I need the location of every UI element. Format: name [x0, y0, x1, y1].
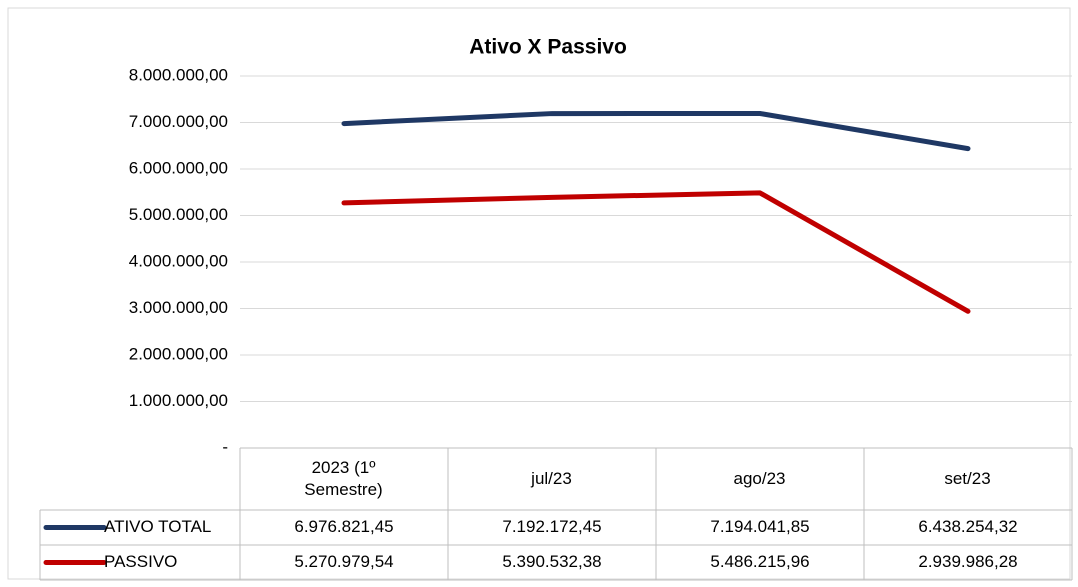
table-value: 5.390.532,38 [502, 552, 601, 571]
legend-label: PASSIVO [104, 552, 177, 571]
y-tick-label: 6.000.000,00 [129, 158, 228, 177]
table-value: 5.270.979,54 [294, 552, 393, 571]
category-label: jul/23 [448, 448, 655, 510]
y-tick-label: 3.000.000,00 [129, 298, 228, 317]
legend-label: ATIVO TOTAL [104, 517, 211, 536]
table-value: 6.438.254,32 [918, 517, 1017, 536]
table-value: 5.486.215,96 [710, 552, 809, 571]
category-label: ago/23 [656, 448, 863, 510]
category-label: set/23 [864, 448, 1071, 510]
y-tick-label: 7.000.000,00 [129, 112, 228, 131]
y-tick-label: 5.000.000,00 [129, 205, 228, 224]
category-text: jul/23 [531, 469, 572, 488]
chart-border [7, 7, 1071, 580]
category-text: set/23 [944, 469, 991, 488]
chart-title: Ativo X Passivo [469, 36, 627, 59]
series-line [341, 190, 971, 314]
y-tick-label: 1.000.000,00 [129, 391, 228, 410]
y-tick-label: - [222, 437, 228, 456]
table-value: 6.976.821,45 [294, 517, 393, 536]
series-line [341, 110, 971, 152]
category-text: ago/23 [733, 469, 786, 488]
y-tick-label: 8.000.000,00 [129, 65, 228, 84]
category-label: 2023 (1º Semestre) [240, 448, 447, 510]
table-value: 7.192.172,45 [502, 517, 601, 536]
table-value: 2.939.986,28 [918, 552, 1017, 571]
y-tick-label: 4.000.000,00 [129, 251, 228, 270]
category-text: 2023 (1º Semestre) [304, 458, 383, 499]
y-tick-label: 2.000.000,00 [129, 344, 228, 363]
table-value: 7.194.041,85 [710, 517, 809, 536]
